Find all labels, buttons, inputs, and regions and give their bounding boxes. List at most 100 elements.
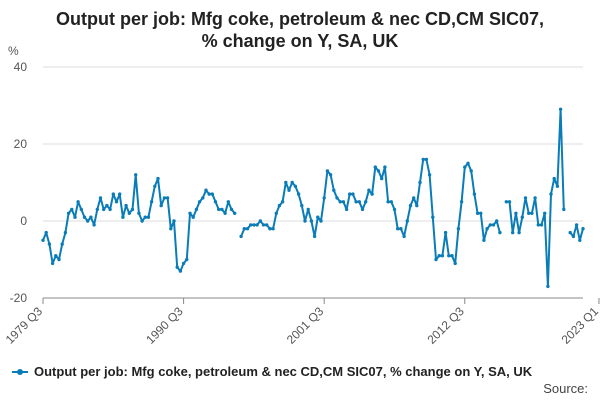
data-point	[536, 223, 540, 227]
data-point	[252, 223, 256, 227]
data-point	[229, 207, 234, 212]
data-point	[543, 211, 547, 215]
data-point	[463, 165, 467, 169]
data-point	[319, 219, 323, 223]
x-tick-label: 2012 Q3	[424, 304, 467, 347]
data-point	[41, 238, 45, 242]
data-point	[178, 269, 183, 273]
data-point	[354, 200, 358, 204]
x-tick-label: 2001 Q3	[284, 304, 327, 347]
data-point	[280, 200, 285, 204]
data-point	[271, 227, 275, 231]
data-point	[73, 215, 77, 219]
data-point	[140, 219, 144, 223]
data-point	[114, 200, 119, 204]
data-point	[63, 230, 68, 235]
data-point	[469, 169, 473, 173]
data-point	[233, 211, 237, 215]
gridlines	[43, 66, 583, 299]
data-point	[303, 219, 307, 223]
data-point	[143, 215, 147, 219]
data-point	[245, 227, 250, 231]
data-point	[527, 211, 531, 215]
data-point	[201, 196, 205, 200]
data-point	[431, 215, 435, 219]
data-point	[95, 207, 100, 212]
x-tick-label: 2023 Q1	[559, 304, 600, 347]
data-point	[175, 265, 179, 269]
data-point	[185, 257, 189, 262]
data-point	[265, 223, 269, 227]
data-point	[408, 203, 413, 208]
data-point	[383, 165, 387, 169]
data-point	[511, 230, 515, 235]
data-point	[274, 211, 278, 215]
data-point	[344, 207, 349, 212]
data-point	[335, 196, 339, 200]
data-point	[488, 223, 492, 227]
data-point	[491, 223, 496, 227]
data-point	[124, 203, 128, 208]
data-point	[322, 196, 326, 200]
data-point	[261, 223, 266, 227]
data-point	[50, 261, 55, 266]
data-point	[118, 192, 122, 196]
data-point	[316, 215, 320, 219]
data-point	[424, 157, 429, 162]
data-point	[287, 188, 291, 192]
data-point	[581, 227, 585, 231]
data-point	[475, 211, 480, 215]
data-point	[546, 284, 550, 289]
data-point	[306, 207, 310, 212]
data-point	[309, 219, 314, 223]
data-point	[210, 192, 214, 196]
data-point	[108, 207, 112, 212]
data-point	[268, 227, 272, 231]
data-point	[82, 215, 87, 219]
data-point	[357, 200, 361, 204]
data-point	[328, 173, 333, 177]
chart-title-line-2: % change on Y, SA, UK	[201, 31, 399, 51]
data-point	[380, 176, 384, 181]
data-point	[86, 219, 90, 223]
data-point	[66, 211, 71, 215]
data-point	[207, 192, 211, 196]
data-point	[130, 207, 135, 212]
data-point	[220, 207, 224, 212]
data-point	[412, 196, 416, 200]
data-point	[370, 192, 374, 196]
data-point	[105, 203, 109, 208]
data-point	[338, 200, 342, 204]
data-point	[456, 227, 461, 231]
data-point	[386, 200, 390, 204]
chart-title: Output per job: Mfg coke, petroleum & ne…	[0, 8, 600, 52]
data-point	[392, 207, 397, 212]
data-point	[539, 223, 544, 227]
data-point	[79, 207, 84, 212]
data-point	[443, 230, 448, 235]
data-point	[293, 184, 298, 188]
data-point	[197, 200, 202, 204]
data-point	[418, 180, 422, 185]
data-point	[364, 200, 368, 204]
data-point	[427, 173, 432, 177]
chart-title-line-1: Output per job: Mfg coke, petroleum & ne…	[55, 9, 545, 29]
data-point	[376, 169, 381, 173]
data-point	[60, 242, 64, 246]
data-point	[504, 200, 508, 204]
data-point	[162, 196, 167, 200]
series-line	[240, 158, 501, 265]
data-point	[239, 234, 243, 239]
data-point	[415, 203, 419, 208]
data-point	[89, 215, 93, 219]
data-point	[533, 196, 537, 200]
data-point	[574, 223, 579, 227]
x-tick-label: 1990 Q3	[143, 304, 186, 347]
data-point	[213, 200, 218, 204]
data-point	[70, 207, 74, 212]
data-point	[153, 184, 157, 188]
y-axis-label: %	[8, 44, 19, 58]
x-tick-label: 1979 Q3	[3, 304, 46, 347]
data-point	[396, 227, 400, 231]
